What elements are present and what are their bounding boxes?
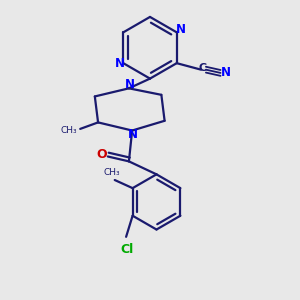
Text: N: N bbox=[114, 57, 124, 70]
Text: N: N bbox=[176, 23, 186, 36]
Text: CH₃: CH₃ bbox=[103, 168, 120, 177]
Text: N: N bbox=[220, 66, 230, 79]
Text: N: N bbox=[124, 78, 135, 91]
Text: Cl: Cl bbox=[120, 243, 134, 256]
Text: O: O bbox=[97, 148, 107, 161]
Text: N: N bbox=[128, 128, 138, 141]
Text: C: C bbox=[199, 63, 207, 73]
Text: CH₃: CH₃ bbox=[61, 126, 78, 135]
